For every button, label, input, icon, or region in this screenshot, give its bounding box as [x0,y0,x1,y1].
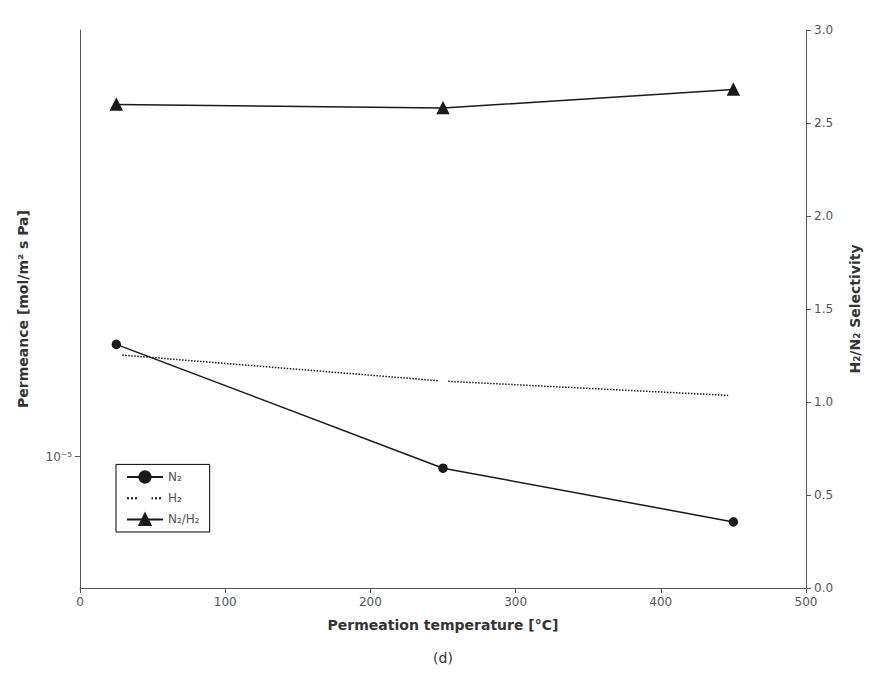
svg-text:2.5: 2.5 [814,116,833,130]
svg-text:200: 200 [359,595,382,609]
svg-text:0.5: 0.5 [814,488,833,502]
svg-text:N₂/H₂: N₂/H₂ [168,512,200,526]
svg-text:10⁻⁵: 10⁻⁵ [46,450,73,464]
svg-text:H₂: H₂ [168,491,182,505]
svg-text:1.0: 1.0 [814,395,833,409]
svg-text:0: 0 [76,595,84,609]
svg-text:300: 300 [504,595,527,609]
svg-text:Permeance [mol/m² s Pa]: Permeance [mol/m² s Pa] [15,210,31,408]
svg-text:500: 500 [795,595,818,609]
svg-text:N₂: N₂ [168,470,182,484]
svg-text:(d): (d) [433,650,453,666]
svg-text:H₂/N₂ Selectivity: H₂/N₂ Selectivity [847,244,863,373]
svg-text:1.5: 1.5 [814,302,833,316]
svg-text:3.0: 3.0 [814,23,833,37]
svg-text:2.0: 2.0 [814,209,833,223]
svg-text:0.0: 0.0 [814,581,833,595]
svg-text:400: 400 [649,595,672,609]
svg-text:100: 100 [214,595,237,609]
svg-text:Permeation temperature [°C]: Permeation temperature [°C] [328,617,559,633]
